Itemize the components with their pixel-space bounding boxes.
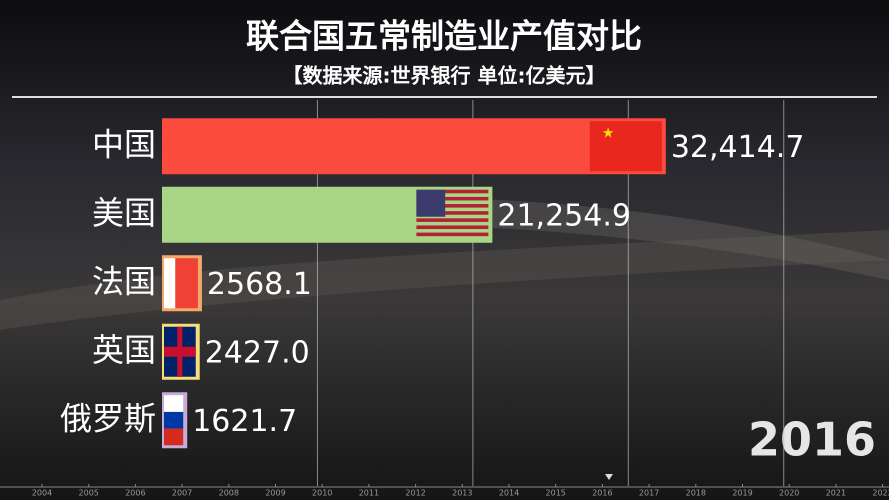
flag-part bbox=[164, 428, 184, 446]
value-label: 32,414.7 bbox=[671, 130, 805, 165]
flag-part bbox=[589, 121, 662, 172]
timeline-label: 2011 bbox=[359, 489, 379, 498]
timeline-label: 2008 bbox=[219, 489, 239, 498]
flag-part bbox=[416, 218, 489, 222]
chart-title: 联合国五常制造业产值对比 bbox=[246, 17, 642, 56]
flag-part bbox=[416, 211, 489, 215]
flag bbox=[164, 326, 196, 377]
timeline-label: 2014 bbox=[499, 489, 519, 498]
category-label: 英国 bbox=[92, 331, 156, 369]
flag bbox=[164, 395, 184, 446]
timeline-label: 2007 bbox=[172, 489, 192, 498]
flag-part bbox=[164, 411, 184, 429]
timeline-label: 2010 bbox=[312, 489, 332, 498]
flag-part bbox=[416, 196, 489, 201]
value-label: 21,254.9 bbox=[497, 198, 631, 233]
timeline-label: 2015 bbox=[546, 489, 566, 498]
flag-part bbox=[416, 189, 489, 194]
timeline-label: 2021 bbox=[826, 489, 846, 498]
flag-part bbox=[164, 258, 176, 309]
timeline-label: 2020 bbox=[779, 489, 799, 498]
timeline-label: 2013 bbox=[452, 489, 472, 498]
timeline-label: 2016 bbox=[592, 489, 612, 498]
timeline-label: 2022 bbox=[872, 489, 889, 498]
category-label: 俄罗斯 bbox=[60, 399, 156, 437]
bg-road bbox=[0, 230, 889, 330]
flag-part bbox=[416, 225, 489, 230]
timeline-label: 2009 bbox=[265, 489, 285, 498]
flag-part bbox=[416, 232, 489, 237]
bar bbox=[162, 118, 666, 175]
flag-part bbox=[175, 258, 198, 309]
timeline-label: 2012 bbox=[405, 489, 425, 498]
value-label: 1621.7 bbox=[192, 404, 297, 439]
category-label: 中国 bbox=[92, 125, 156, 163]
flag: ★ bbox=[589, 121, 662, 172]
timeline-label: 2004 bbox=[32, 489, 52, 498]
timeline-label: 2019 bbox=[732, 489, 752, 498]
category-label: 美国 bbox=[92, 194, 156, 232]
timeline-label: 2018 bbox=[686, 489, 706, 498]
flag-part: ★ bbox=[602, 125, 615, 141]
flag-part bbox=[164, 395, 184, 412]
flag bbox=[164, 258, 198, 309]
value-label: 2568.1 bbox=[207, 267, 312, 302]
flag bbox=[416, 189, 489, 237]
current-year: 2016 bbox=[748, 413, 876, 467]
category-label: 法国 bbox=[92, 262, 156, 300]
flag-part bbox=[416, 189, 446, 217]
flag-part bbox=[416, 204, 489, 208]
timeline-label: 2017 bbox=[639, 489, 659, 498]
timeline-label: 2006 bbox=[125, 489, 145, 498]
flag-part bbox=[177, 326, 183, 377]
timeline-label: 2005 bbox=[79, 489, 99, 498]
value-label: 2427.0 bbox=[205, 335, 310, 370]
chart-subtitle: 【数据来源:世界银行 单位:亿美元】 bbox=[283, 64, 606, 88]
timeline-marker bbox=[605, 474, 613, 480]
